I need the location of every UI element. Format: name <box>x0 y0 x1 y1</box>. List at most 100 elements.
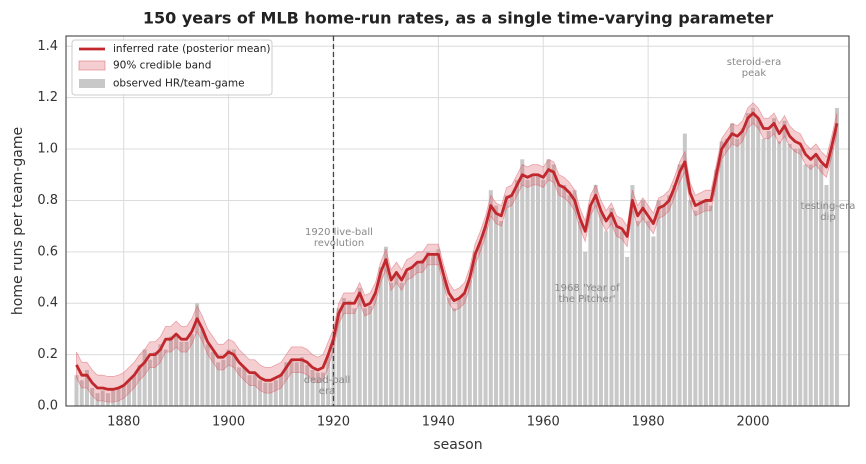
bar <box>90 388 95 406</box>
bar <box>294 362 299 406</box>
bar <box>824 185 829 406</box>
bar <box>132 375 137 406</box>
bar <box>677 164 682 406</box>
bar <box>168 336 173 406</box>
bar <box>740 128 745 406</box>
bar <box>436 249 441 406</box>
bar <box>373 292 378 406</box>
bar <box>268 382 273 406</box>
bar <box>383 246 388 406</box>
bar <box>556 185 561 406</box>
bar <box>661 205 666 406</box>
bar <box>509 195 514 406</box>
bar <box>756 118 761 406</box>
bar <box>541 179 546 406</box>
legend-swatch <box>79 79 105 88</box>
annotation: the Pitcher' <box>559 294 616 305</box>
bar <box>536 174 541 406</box>
bar <box>362 308 367 406</box>
x-tick-label: 1900 <box>212 415 245 430</box>
bar <box>273 380 278 406</box>
bar <box>84 370 89 406</box>
bar <box>111 390 116 406</box>
bar <box>735 138 740 406</box>
bar <box>184 341 189 406</box>
bar <box>777 141 782 406</box>
bar <box>200 328 205 406</box>
x-tick-label: 1880 <box>107 415 140 430</box>
bar <box>546 159 551 406</box>
bar <box>310 370 315 406</box>
bar <box>142 349 147 406</box>
bar <box>195 303 200 406</box>
bar <box>105 393 110 406</box>
bar <box>829 146 834 406</box>
chart-title: 150 years of MLB home-run rates, as a si… <box>143 9 773 28</box>
bar <box>279 375 284 406</box>
bar <box>415 262 420 406</box>
y-tick-label: 1.4 <box>37 39 58 54</box>
bar <box>242 367 247 406</box>
y-tick-label: 0.0 <box>37 399 58 414</box>
bar <box>656 200 661 406</box>
y-tick-label: 1.0 <box>37 142 58 157</box>
bar <box>352 308 357 406</box>
y-tick-label: 0.6 <box>37 244 58 259</box>
annotation: revolution <box>314 238 364 249</box>
bar <box>819 164 824 406</box>
bar <box>703 200 708 406</box>
bar <box>562 185 567 406</box>
bar <box>289 359 294 406</box>
bar <box>646 221 651 406</box>
bar <box>467 280 472 406</box>
observed-bars <box>74 107 839 407</box>
bar <box>719 141 724 406</box>
bar <box>698 200 703 406</box>
annotation: testing-era <box>801 201 856 212</box>
bar <box>588 205 593 406</box>
bar <box>483 226 488 406</box>
bar <box>499 221 504 406</box>
bar <box>792 149 797 407</box>
credible-band <box>76 102 838 403</box>
bar <box>378 267 383 406</box>
bar <box>210 352 215 406</box>
y-tick-label: 0.8 <box>37 193 58 208</box>
bar <box>572 190 577 406</box>
bar <box>504 195 509 406</box>
bar <box>625 256 630 406</box>
bar <box>834 107 839 406</box>
bar <box>410 267 415 406</box>
bar <box>163 349 168 406</box>
bar <box>803 164 808 406</box>
bar <box>745 113 750 406</box>
bar <box>598 210 603 406</box>
bar <box>300 357 305 406</box>
bar <box>813 154 818 406</box>
bar <box>798 149 803 407</box>
bar <box>520 159 525 406</box>
x-tick-label: 1920 <box>317 415 350 430</box>
bar <box>494 205 499 406</box>
bar <box>688 200 693 406</box>
bar <box>530 174 535 406</box>
annotation: dip <box>820 212 835 223</box>
bar <box>404 272 409 406</box>
bar <box>462 292 467 406</box>
annotation: steroid-era <box>727 57 781 68</box>
bar <box>551 164 556 406</box>
bar <box>341 298 346 406</box>
bar <box>237 367 242 406</box>
bar <box>347 300 352 406</box>
bar <box>766 131 771 406</box>
bar <box>221 359 226 406</box>
bar <box>420 259 425 406</box>
bar <box>672 185 677 406</box>
bar <box>179 341 184 406</box>
bar <box>258 380 263 406</box>
bar <box>473 251 478 406</box>
x-tick-label: 1940 <box>422 415 455 430</box>
bar <box>305 364 310 406</box>
x-axis-label: season <box>433 437 482 453</box>
